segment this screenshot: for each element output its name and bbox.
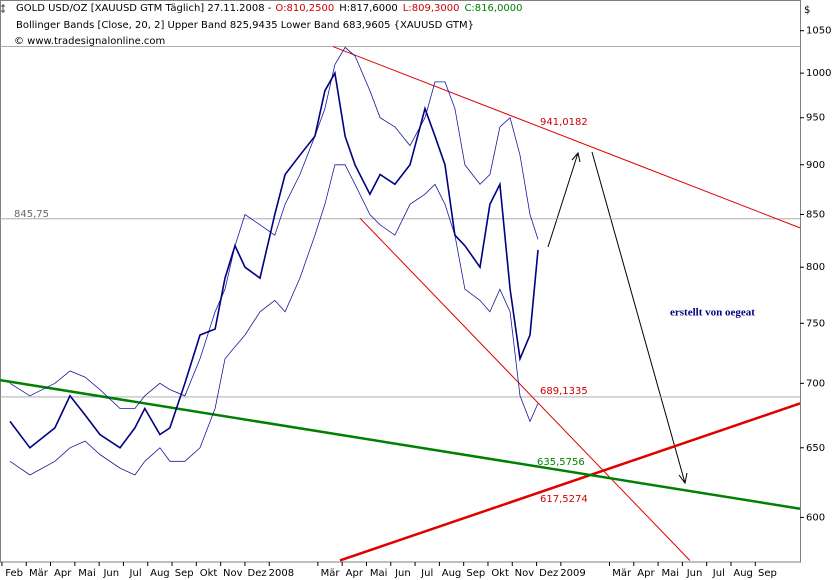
x-tick-label: Dez bbox=[539, 568, 558, 579]
x-tick-label: Aug bbox=[442, 568, 462, 579]
x-tick-label: Mär bbox=[321, 568, 341, 579]
trend-line bbox=[359, 217, 691, 561]
y-tick-label: 750 bbox=[806, 318, 825, 329]
plot-frame bbox=[0, 0, 801, 563]
y-tick-label: 600 bbox=[806, 512, 825, 523]
y-tick-label: 950 bbox=[806, 113, 825, 124]
y-tick-label: 650 bbox=[806, 443, 825, 454]
annotation: erstellt von oegeat bbox=[670, 307, 755, 319]
x-tick-label: Jun bbox=[394, 568, 411, 579]
annotation: 617,5274 bbox=[540, 494, 588, 505]
band-line bbox=[9, 46, 539, 409]
header-open: O:810,2500 bbox=[275, 3, 334, 14]
subtitle: Bollinger Bands [Close, 20, 2] Upper Ban… bbox=[16, 20, 474, 31]
x-tick-label: Jul bbox=[420, 568, 433, 579]
y-tick-label: 700 bbox=[806, 378, 825, 389]
x-tick-label: Jul bbox=[712, 568, 725, 579]
x-tick-label: Mai bbox=[78, 568, 96, 579]
x-tick-label: 2009 bbox=[560, 568, 585, 579]
trend-line bbox=[0, 378, 801, 510]
annotation: 689,1335 bbox=[540, 386, 588, 397]
header-low: L:809,3000 bbox=[403, 3, 460, 14]
x-tick-label: Mai bbox=[661, 568, 679, 579]
annotation: 635,5756 bbox=[537, 457, 585, 468]
y-tick-label: 900 bbox=[806, 160, 825, 171]
y-axis-label: $ bbox=[804, 5, 810, 16]
trend-line bbox=[339, 402, 801, 562]
x-tick-label: Apr bbox=[54, 568, 72, 579]
x-tick-label: Jun bbox=[102, 568, 119, 579]
y-tick-label: 850 bbox=[806, 209, 825, 220]
x-tick-label: Jul bbox=[129, 568, 142, 579]
annotation: 941,0182 bbox=[540, 117, 588, 128]
x-tick-label: Mär bbox=[612, 568, 632, 579]
x-tick-label: Okt bbox=[200, 568, 218, 579]
trend-line bbox=[332, 46, 801, 229]
copyright: © www.tradesignalonline.com bbox=[14, 36, 165, 47]
x-tick-label: Okt bbox=[491, 568, 509, 579]
y-tick-label: 800 bbox=[806, 262, 825, 273]
x-tick-label: Mai bbox=[370, 568, 388, 579]
y-tick-label: 1000 bbox=[806, 68, 831, 79]
x-tick-label: Sep bbox=[175, 568, 194, 579]
x-tick-label: Mär bbox=[29, 568, 49, 579]
header-high: H:817,6000 bbox=[339, 3, 398, 14]
level-label: 845,75 bbox=[14, 209, 49, 220]
x-tick-label: Aug bbox=[150, 568, 170, 579]
header-title: GOLD USD/OZ [XAUUSD GTM Täglich] 27.11.2… bbox=[16, 3, 272, 14]
x-tick-label: Apr bbox=[637, 568, 655, 579]
x-tick-label: Apr bbox=[346, 568, 364, 579]
x-tick-label: Feb bbox=[5, 568, 23, 579]
x-tick-label: Sep bbox=[466, 568, 485, 579]
price-line bbox=[9, 70, 539, 449]
band-line bbox=[9, 164, 539, 476]
arrow-down bbox=[591, 151, 688, 485]
y-tick-label: 1050 bbox=[806, 26, 831, 37]
arrow-up bbox=[547, 151, 581, 248]
series-icon bbox=[1, 4, 5, 13]
header-close: C:816,0000 bbox=[464, 3, 522, 14]
x-tick-label: Jun bbox=[686, 568, 703, 579]
x-tick-label: Nov bbox=[515, 568, 535, 579]
x-tick-label: Nov bbox=[223, 568, 243, 579]
x-tick-label: Sep bbox=[758, 568, 777, 579]
x-tick-label: 2008 bbox=[269, 568, 294, 579]
x-tick-label: Aug bbox=[733, 568, 753, 579]
x-tick-label: Dez bbox=[248, 568, 267, 579]
